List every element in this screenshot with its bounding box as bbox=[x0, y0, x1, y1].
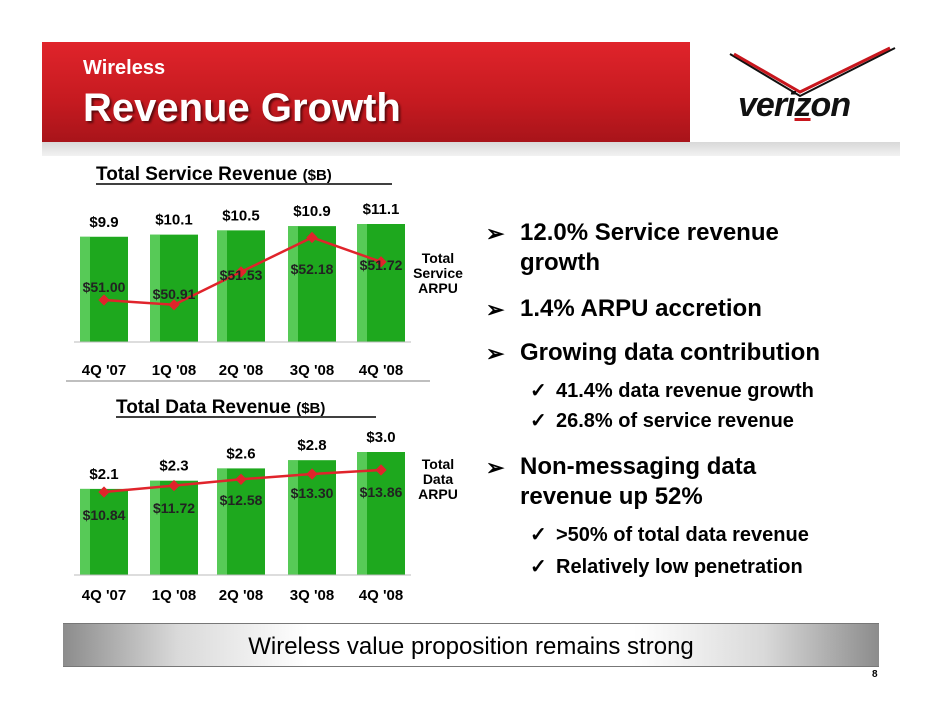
sub-bullet-item: ✓ 41.4% data revenue growth bbox=[530, 376, 814, 406]
series-label: Total bbox=[422, 250, 454, 266]
bullet-text: growth bbox=[520, 249, 600, 276]
x-tick-label: 1Q '08 bbox=[152, 587, 196, 604]
bullet-text: 41.4% data revenue growth bbox=[556, 380, 814, 402]
header-divider bbox=[42, 142, 900, 156]
arpu-point bbox=[375, 464, 387, 476]
bar-highlight bbox=[80, 488, 90, 575]
sub-bullet-item: ✓ >50% of total data revenue bbox=[530, 520, 809, 550]
bullet-text: 12.0% Service revenue bbox=[520, 219, 779, 246]
series-label: Data bbox=[423, 471, 454, 487]
checkmark-icon: ✓ bbox=[530, 380, 547, 402]
bar-value-label: $10.5 bbox=[222, 207, 260, 224]
x-tick-label: 2Q '08 bbox=[219, 362, 263, 379]
bullet-text: Relatively low penetration bbox=[556, 556, 803, 578]
arpu-value-label: $51.53 bbox=[220, 267, 263, 283]
arpu-point bbox=[235, 473, 247, 485]
arpu-value-label: $11.72 bbox=[153, 500, 195, 516]
bar-highlight bbox=[217, 468, 227, 575]
checkmark-icon: ✓ bbox=[530, 556, 547, 578]
series-label: ARPU bbox=[418, 486, 458, 502]
x-tick-label: 4Q '07 bbox=[82, 587, 126, 604]
sub-bullet-item: ✓ Relatively low penetration bbox=[530, 552, 803, 582]
bullet-item: ➢ 1.4% ARPU accretion bbox=[486, 294, 762, 324]
bullet-text: >50% of total data revenue bbox=[556, 524, 809, 546]
arpu-value-label: $51.72 bbox=[360, 257, 403, 273]
bullet-text: revenue up 52% bbox=[520, 483, 703, 510]
service-revenue-chart: Total Service Revenue ($B) $9.9 $10.1 $10.5… bbox=[66, 164, 463, 382]
x-tick-label: 4Q '07 bbox=[82, 362, 126, 379]
bar-value-label: $9.9 bbox=[89, 214, 118, 231]
bar-highlight bbox=[288, 460, 298, 575]
x-tick-label: 3Q '08 bbox=[290, 362, 334, 379]
arrow-bullet-icon: ➢ bbox=[486, 455, 505, 480]
bar-value-label: $2.8 bbox=[297, 437, 326, 454]
bar-highlight bbox=[288, 226, 298, 342]
arrow-bullet-icon: ➢ bbox=[486, 221, 505, 246]
arpu-point bbox=[306, 231, 318, 244]
data-revenue-chart: Total Data Revenue ($B) $2.1 $2.3 $2.6 $2.8 $… bbox=[74, 397, 458, 604]
section-label: Wireless bbox=[83, 57, 166, 79]
arpu-value-label: $50.91 bbox=[153, 286, 196, 302]
chart-title: Total Data Revenue ($B) bbox=[116, 397, 325, 418]
arpu-value-label: $52.18 bbox=[291, 261, 334, 277]
checkmark-icon: ✓ bbox=[530, 410, 547, 432]
bar-highlight bbox=[357, 452, 367, 575]
header-red-panel bbox=[42, 42, 718, 142]
bullet-text: Growing data contribution bbox=[520, 339, 820, 366]
bar-value-label: $2.3 bbox=[159, 458, 188, 475]
bar-value-label: $10.1 bbox=[155, 212, 193, 229]
bullet-text: 26.8% of service revenue bbox=[556, 410, 794, 432]
bar-value-label: $10.9 bbox=[293, 203, 331, 220]
bar-highlight bbox=[150, 480, 160, 575]
chart-title: Total Service Revenue ($B) bbox=[96, 164, 332, 185]
series-label: Total bbox=[422, 456, 454, 472]
arpu-point bbox=[375, 256, 387, 268]
tagline-banner: Wireless value proposition remains stron… bbox=[63, 623, 879, 667]
arpu-value-label: $51.00 bbox=[83, 279, 126, 295]
bar-value-label: $3.0 bbox=[366, 429, 395, 446]
bar-highlight bbox=[217, 230, 227, 342]
arpu-value-label: $13.86 bbox=[360, 484, 403, 500]
arpu-point bbox=[306, 468, 318, 480]
sub-bullet-item: ✓ 26.8% of service revenue bbox=[530, 406, 794, 436]
arrow-bullet-icon: ➢ bbox=[486, 341, 505, 366]
bullet-item: ➢ Growing data contribution bbox=[486, 338, 820, 368]
page-title: Revenue Growth bbox=[83, 86, 401, 130]
bar-value-label: $2.1 bbox=[89, 466, 118, 483]
bar-value-label: $2.6 bbox=[226, 445, 255, 462]
bullet-item: ➢ Non-messaging data revenue up 52% bbox=[486, 452, 756, 512]
bar-highlight bbox=[150, 234, 160, 342]
arpu-value-label: $13.30 bbox=[291, 485, 334, 501]
page-number: 8 bbox=[872, 669, 878, 680]
checkmark-icon: ✓ bbox=[530, 524, 547, 546]
x-tick-label: 4Q '08 bbox=[359, 362, 403, 379]
series-label: Service bbox=[413, 265, 463, 281]
arpu-point bbox=[168, 479, 180, 492]
bullet-text: Non-messaging data bbox=[520, 453, 757, 480]
bar-highlight bbox=[80, 236, 90, 342]
bar-highlight bbox=[357, 224, 367, 342]
bullet-item: ➢ 12.0% Service revenue growth bbox=[486, 218, 779, 278]
tagline-text: Wireless value proposition remains stron… bbox=[248, 633, 694, 660]
x-tick-label: 3Q '08 bbox=[290, 587, 334, 604]
arpu-point bbox=[168, 299, 180, 311]
x-tick-label: 4Q '08 bbox=[359, 587, 403, 604]
bullet-text: 1.4% ARPU accretion bbox=[520, 295, 762, 322]
arpu-value-label: $12.58 bbox=[220, 492, 263, 508]
arpu-value-label: $10.84 bbox=[83, 507, 126, 523]
series-label: ARPU bbox=[418, 280, 458, 296]
arrow-bullet-icon: ➢ bbox=[486, 297, 505, 322]
x-tick-label: 2Q '08 bbox=[219, 587, 263, 604]
x-tick-label: 1Q '08 bbox=[152, 362, 196, 379]
verizon-check-icon bbox=[729, 46, 896, 98]
arpu-point bbox=[235, 266, 247, 278]
bar-value-label: $11.1 bbox=[363, 201, 400, 218]
verizon-logo: verizon bbox=[738, 86, 851, 124]
